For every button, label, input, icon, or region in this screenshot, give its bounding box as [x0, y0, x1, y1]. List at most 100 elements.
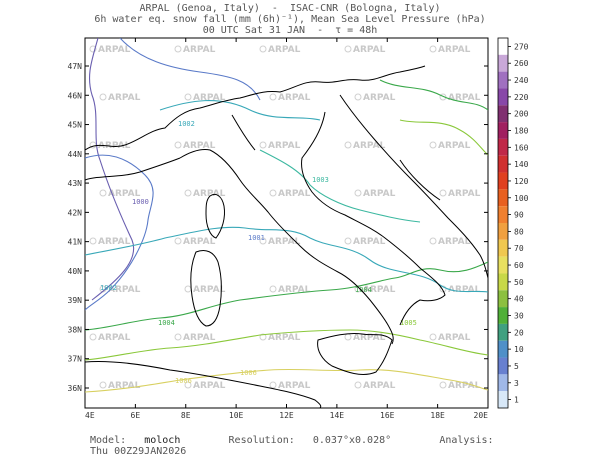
isobar-label-1000: 1000: [132, 198, 149, 206]
isobar-1004-north: [379, 79, 488, 111]
watermark: ARPAL: [174, 237, 216, 247]
northern-border: [85, 65, 426, 151]
watermark-text: ARPAL: [448, 189, 481, 199]
interior-border: [231, 114, 256, 151]
watermark-logo-icon: [429, 141, 437, 149]
model-value: moloch: [144, 435, 181, 446]
watermark-text: ARPAL: [438, 237, 471, 247]
colorbar-swatch: [498, 155, 508, 173]
watermark: ARPAL: [259, 45, 301, 55]
colorbar-swatch: [498, 391, 508, 408]
lon-tick-label: 14E: [330, 411, 345, 420]
watermark: ARPAL: [269, 93, 311, 103]
colorbar-label: 50: [514, 278, 524, 287]
watermark-text: ARPAL: [108, 285, 141, 295]
colorbar-label: 80: [514, 227, 524, 236]
colorbar-label: 10: [514, 345, 524, 354]
italy-east-coast: [301, 111, 446, 326]
watermark-text: ARPAL: [278, 189, 311, 199]
watermark-logo-icon: [184, 381, 192, 389]
watermark: ARPAL: [354, 93, 396, 103]
lat-tick-label: 44N: [68, 150, 83, 159]
watermark-text: ARPAL: [108, 93, 141, 103]
watermark: ARPAL: [439, 381, 481, 391]
colorbar-swatch: [498, 122, 508, 139]
watermark: ARPAL: [259, 141, 301, 151]
sardinia-coast: [190, 249, 222, 327]
lat-tick-label: 42N: [68, 208, 83, 217]
watermark: ARPAL: [184, 93, 226, 103]
lat-tick-label: 43N: [68, 179, 83, 188]
balkan-coast: [339, 94, 488, 279]
isobar-label-1006: 1006: [175, 377, 192, 385]
watermark-text: ARPAL: [193, 285, 226, 295]
watermark-logo-icon: [184, 93, 192, 101]
colorbar-swatch: [498, 71, 508, 89]
lon-tick-label: 20E: [474, 411, 489, 420]
watermark-logo-icon: [99, 381, 107, 389]
lon-tick-label: 12E: [279, 411, 294, 420]
colorbar-swatch: [498, 239, 508, 257]
colorbar-label: 200: [514, 110, 529, 119]
watermark-text: ARPAL: [183, 141, 216, 151]
lon-tick-label: 16E: [380, 411, 395, 420]
colorbar-label: 100: [514, 194, 529, 203]
watermark: ARPAL: [184, 189, 226, 199]
title-line-1: ARPAL (Genoa, Italy) - ISAC-CNR (Bologna…: [139, 3, 441, 14]
watermark: ARPAL: [89, 237, 131, 247]
watermark-text: ARPAL: [268, 333, 301, 343]
watermark-text: ARPAL: [193, 381, 226, 391]
watermark: ARPAL: [99, 93, 141, 103]
watermark-text: ARPAL: [363, 93, 396, 103]
watermark-text: ARPAL: [278, 93, 311, 103]
resolution-label: Resolution:: [228, 435, 295, 446]
watermark: ARPAL: [344, 45, 386, 55]
isobar-1001-north: [119, 38, 261, 101]
french-coast: [85, 157, 181, 181]
watermark: ARPAL: [259, 237, 301, 247]
watermark-text: ARPAL: [98, 333, 131, 343]
watermark-logo-icon: [174, 237, 182, 245]
chart-title: ARPAL (Genoa, Italy) - ISAC-CNR (Bologna…: [80, 3, 500, 36]
watermark-text: ARPAL: [353, 333, 386, 343]
watermark-logo-icon: [354, 381, 362, 389]
watermark: ARPAL: [89, 45, 131, 55]
coastline-layer: [85, 65, 488, 408]
lon-tick-label: 10E: [229, 411, 244, 420]
watermark-logo-icon: [354, 93, 362, 101]
watermark-text: ARPAL: [278, 285, 311, 295]
watermark-logo-icon: [354, 189, 362, 197]
watermark-text: ARPAL: [183, 237, 216, 247]
isobar-labels: 1000 1002 1001 1002 1003 1004 1004 1005 …: [100, 120, 417, 385]
lat-tick-label: 36N: [68, 384, 83, 393]
colorbar-label: 120: [514, 177, 529, 186]
lat-tick-label: 45N: [68, 121, 83, 130]
watermark-logo-icon: [344, 45, 352, 53]
watermark-logo-icon: [269, 93, 277, 101]
watermark-text: ARPAL: [363, 285, 396, 295]
analysis-label: Analysis:: [439, 435, 494, 446]
colorbar-swatch: [498, 172, 508, 190]
watermark-logo-icon: [429, 45, 437, 53]
watermark-logo-icon: [184, 189, 192, 197]
isobar-1002-north: [159, 100, 321, 121]
watermark-logo-icon: [429, 237, 437, 245]
colorbar-label: 180: [514, 127, 529, 136]
watermark: ARPAL: [184, 381, 226, 391]
colorbar-label: 140: [514, 160, 529, 169]
italy-west-coast: [179, 149, 394, 345]
watermark: ARPAL: [429, 237, 471, 247]
watermark: ARPAL: [429, 45, 471, 55]
watermark: ARPAL: [344, 237, 386, 247]
watermark-logo-icon: [89, 141, 97, 149]
colorbar-swatch: [498, 256, 508, 274]
watermark-logo-icon: [89, 237, 97, 245]
colorbar-label: 70: [514, 244, 524, 253]
watermark-logo-icon: [259, 237, 267, 245]
colorbar-label: 220: [514, 93, 529, 102]
watermark-text: ARPAL: [448, 381, 481, 391]
colorbar-label: 240: [514, 76, 529, 85]
watermark: ARPAL: [429, 333, 471, 343]
isobar-label-1005: 1005: [400, 319, 417, 327]
isobar-label-1002: 1002: [178, 120, 195, 128]
